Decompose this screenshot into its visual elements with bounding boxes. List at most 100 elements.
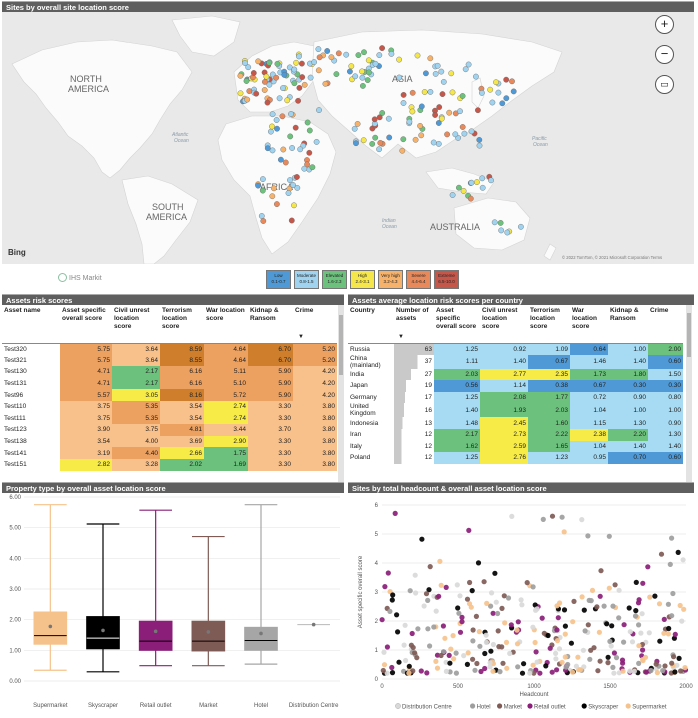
site-marker[interactable] (292, 124, 299, 131)
site-marker[interactable] (324, 48, 331, 54)
site-marker[interactable] (343, 51, 350, 58)
site-marker[interactable] (295, 97, 301, 104)
site-marker[interactable] (436, 104, 443, 111)
site-marker[interactable] (289, 145, 295, 151)
site-marker[interactable] (269, 123, 275, 130)
site-marker[interactable] (304, 119, 311, 126)
site-marker[interactable] (296, 85, 303, 91)
site-marker[interactable] (270, 185, 277, 192)
site-marker[interactable] (438, 115, 445, 122)
scatter-point[interactable] (519, 670, 526, 676)
scatter-point[interactable] (459, 614, 465, 620)
site-marker[interactable] (359, 83, 366, 89)
scatter-point[interactable] (672, 669, 678, 675)
scatter-point[interactable] (396, 659, 402, 665)
site-marker[interactable] (288, 217, 295, 224)
scatter-point[interactable] (653, 661, 659, 667)
site-marker[interactable] (307, 74, 314, 81)
site-marker[interactable] (372, 60, 379, 67)
site-marker[interactable] (400, 92, 407, 98)
scatter-point[interactable] (474, 660, 480, 667)
scatter-point[interactable] (581, 607, 587, 613)
column-header[interactable]: Terrorism location score (528, 305, 570, 344)
scatter-point[interactable] (585, 622, 591, 628)
scatter-point[interactable] (464, 661, 470, 667)
scatter-point[interactable] (568, 640, 574, 646)
table-row[interactable]: Italy 12 1.62 2.59 1.65 1.04 1.40 1.40 (348, 440, 683, 453)
column-header[interactable]: Civil unrest location score (112, 305, 160, 344)
scatter-points[interactable] (379, 510, 689, 676)
scatter-point[interactable] (423, 591, 430, 597)
scatter-point[interactable] (492, 570, 498, 576)
site-marker[interactable] (328, 54, 335, 61)
site-marker[interactable] (273, 201, 280, 208)
table-row[interactable]: Germany 17 1.25 2.08 1.77 0.72 0.90 0.80 (348, 391, 683, 404)
site-marker[interactable] (360, 137, 367, 144)
site-marker[interactable] (452, 131, 459, 138)
scatter-point[interactable] (533, 649, 539, 655)
box-distribution-centre[interactable] (297, 622, 330, 627)
site-marker[interactable] (309, 164, 316, 171)
site-marker[interactable] (479, 175, 486, 182)
scatter-point[interactable] (415, 626, 421, 632)
table-row[interactable]: Test138 3.54 4.00 3.69 2.90 3.30 3.80 (2, 435, 337, 448)
site-marker[interactable] (468, 128, 475, 135)
scatter-point[interactable] (620, 668, 626, 674)
scatter-point[interactable] (553, 656, 559, 662)
scatter-point[interactable] (534, 606, 540, 612)
column-header[interactable]: Asset specific overall score (434, 305, 480, 344)
site-marker[interactable] (264, 145, 271, 152)
scatter-point[interactable] (638, 630, 644, 636)
site-marker[interactable] (348, 63, 355, 70)
table-row[interactable]: United Kingdom 16 1.40 1.93 2.03 1.04 1.00 1.00 (348, 403, 683, 418)
scatter-point[interactable] (437, 558, 443, 564)
scatter-point[interactable] (476, 629, 482, 635)
site-marker[interactable] (255, 58, 262, 65)
scatter-point[interactable] (554, 603, 560, 609)
scatter-point[interactable] (410, 668, 416, 674)
scatter-point[interactable] (487, 660, 493, 666)
scatter-point[interactable] (532, 602, 538, 608)
site-marker[interactable] (242, 60, 248, 66)
map-canvas[interactable]: NORTH AMERICA SOUTH AMERICA AFRICA ASIA AU… (2, 12, 694, 264)
scatter-point[interactable] (654, 670, 660, 676)
table-row[interactable]: Test123 3.90 3.75 4.81 3.44 3.70 3.80 (2, 424, 337, 436)
scatter-point[interactable] (487, 664, 493, 670)
scatter-point[interactable] (390, 592, 396, 598)
scatter-point[interactable] (488, 603, 494, 609)
scatter-point[interactable] (389, 664, 395, 671)
box-hotel[interactable] (244, 504, 278, 665)
scatter-point[interactable] (527, 670, 533, 676)
sort-desc-icon[interactable]: ▼ (298, 334, 304, 340)
scatter-point[interactable] (626, 605, 632, 611)
site-marker[interactable] (427, 55, 434, 62)
site-marker[interactable] (476, 142, 483, 149)
site-marker[interactable] (316, 54, 323, 61)
site-marker[interactable] (414, 52, 421, 59)
scatter-point[interactable] (409, 630, 415, 637)
scatter-point[interactable] (608, 643, 614, 649)
column-header[interactable]: Terrorism location score (160, 305, 204, 344)
site-marker[interactable] (291, 66, 298, 73)
scatter-point[interactable] (675, 549, 681, 555)
scatter-point[interactable] (407, 588, 413, 594)
scatter-point[interactable] (433, 658, 439, 664)
site-marker[interactable] (449, 192, 456, 198)
scatter-point[interactable] (631, 668, 637, 674)
scatter-point[interactable] (532, 639, 538, 646)
site-marker[interactable] (474, 107, 481, 114)
scatter-point[interactable] (669, 613, 675, 619)
site-marker[interactable] (493, 79, 499, 86)
scatter-point[interactable] (490, 610, 496, 616)
scatter-point[interactable] (616, 587, 622, 593)
site-marker[interactable] (461, 130, 468, 137)
scatter-point[interactable] (427, 643, 433, 649)
site-marker[interactable] (253, 90, 260, 97)
site-marker[interactable] (497, 219, 504, 226)
map-style-icon[interactable]: ▭ (655, 75, 674, 94)
site-marker[interactable] (365, 57, 372, 64)
site-marker[interactable] (406, 118, 413, 125)
scatter-point[interactable] (562, 631, 568, 637)
scatter-point[interactable] (540, 516, 546, 522)
site-marker[interactable] (306, 149, 313, 156)
